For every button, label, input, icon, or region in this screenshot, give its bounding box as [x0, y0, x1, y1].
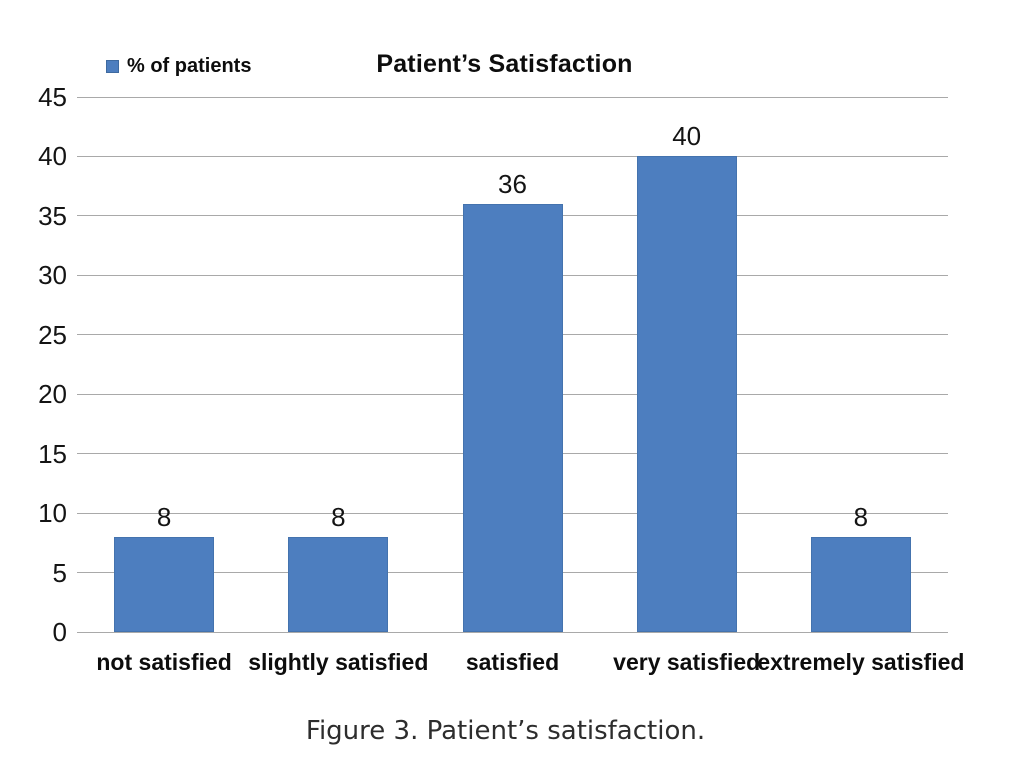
y-axis-tick-label-30: 30	[38, 260, 67, 291]
y-axis-tick-label-15: 15	[38, 438, 67, 469]
bar-extremely-satisfied	[810, 536, 911, 632]
gridline-y-45	[77, 96, 948, 98]
bar-not-satisfied	[114, 536, 215, 632]
figure-caption: Figure 3. Patient’s satisfaction.	[305, 716, 706, 746]
bar-value-label-extremely-satisfied: 8	[853, 501, 869, 532]
x-axis-category-label-slightly-satisfied: slightly satisfied	[248, 649, 429, 675]
y-axis-tick-label-10: 10	[38, 498, 67, 529]
bar-value-label-not-satisfied: 8	[156, 501, 172, 532]
x-axis-category-label-satisfied: satisfied	[465, 649, 560, 675]
y-axis-tick-label-5: 5	[52, 557, 67, 588]
y-axis-tick-label-45: 45	[38, 82, 67, 112]
chart-legend: % of patients	[106, 54, 251, 78]
legend-series-label: % of patients	[127, 54, 252, 77]
x-axis-category-label-not-satisfied: not satisfied	[96, 649, 232, 675]
y-axis-tick-label-0: 0	[52, 617, 67, 647]
y-axis-tick-label-20: 20	[38, 379, 67, 410]
y-axis-tick-label-25: 25	[38, 319, 67, 350]
bar-very-satisfied	[636, 156, 737, 632]
gridline-y-0	[77, 631, 948, 633]
gridline-y-40	[77, 155, 948, 157]
y-axis-tick-label-40: 40	[38, 141, 67, 172]
x-axis-category-label-extremely-satisfied: extremely satisfied	[757, 649, 965, 675]
legend-color-swatch	[106, 59, 119, 73]
x-axis-category-label-very-satisfied: very satisfied	[613, 649, 761, 675]
bar-value-label-slightly-satisfied: 8	[331, 501, 346, 532]
plot-area: 0 5 10 15 20 25 30 35 40 45 8 not satisfied 8 slightl…	[38, 84, 964, 675]
chart-title: Patient’s Satisfaction	[376, 50, 633, 78]
bar-value-label-very-satisfied: 40	[672, 121, 702, 152]
bar-value-label-satisfied: 36	[498, 169, 527, 199]
y-axis-tick-label-35: 35	[38, 200, 67, 231]
bar-slightly-satisfied	[288, 536, 389, 632]
bar-satisfied	[462, 204, 563, 632]
